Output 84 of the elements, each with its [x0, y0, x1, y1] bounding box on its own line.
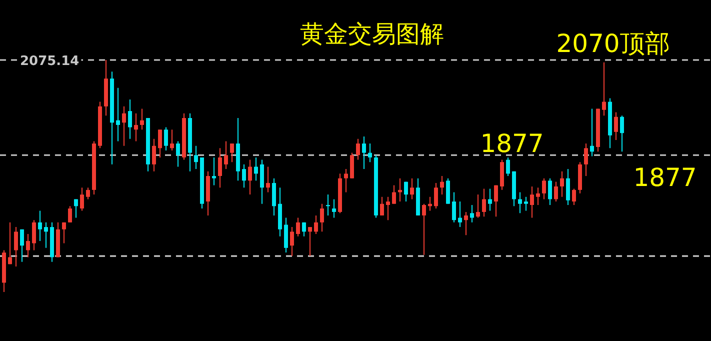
candlestick	[158, 129, 162, 158]
candlestick	[314, 214, 318, 234]
candlestick	[86, 187, 90, 200]
candlestick	[26, 234, 30, 258]
candlestick	[410, 178, 414, 200]
candlestick	[536, 187, 540, 206]
candlestick	[506, 156, 510, 176]
candlestick	[176, 140, 180, 168]
candlestick	[152, 138, 156, 172]
candlestick	[284, 217, 288, 254]
candlestick	[572, 188, 576, 206]
candlestick	[620, 115, 624, 152]
candlestick	[590, 108, 594, 157]
candlestick	[356, 138, 360, 160]
candlestick	[32, 220, 36, 251]
candlestick	[560, 170, 564, 198]
candlestick	[128, 98, 132, 140]
candlestick	[254, 156, 258, 182]
candlestick	[518, 192, 522, 214]
text: 1877	[633, 163, 697, 192]
candlestick	[14, 226, 18, 267]
candlestick	[470, 204, 474, 223]
candlestick	[350, 152, 354, 179]
text: 2070顶部	[556, 29, 670, 58]
candlestick	[452, 192, 456, 223]
candlestick	[8, 222, 12, 265]
candlestick	[266, 166, 270, 193]
candlestick	[134, 112, 138, 142]
candlestick	[62, 222, 66, 244]
candlestick	[74, 198, 78, 218]
candlestick	[248, 159, 252, 196]
candlestick	[554, 181, 558, 202]
candlestick	[194, 145, 198, 170]
candlestick	[302, 222, 306, 237]
candlestick	[122, 106, 126, 146]
candlestick	[320, 203, 324, 232]
candlestick	[446, 178, 450, 204]
candlestick	[68, 206, 72, 223]
candlestick	[260, 159, 264, 204]
candlestick	[404, 181, 408, 202]
candlestick	[332, 198, 336, 218]
candlestick	[242, 164, 246, 188]
candlestick	[80, 187, 84, 212]
candlestick	[224, 140, 228, 170]
candlestick	[272, 178, 276, 216]
candlestick	[212, 156, 216, 186]
candlestick	[482, 188, 486, 218]
candlestick	[494, 184, 498, 218]
candlestick	[440, 176, 444, 196]
candlestick	[476, 194, 480, 218]
candlestick	[218, 148, 222, 188]
candlestick	[164, 126, 168, 151]
candlestick	[368, 143, 372, 163]
candlestick	[614, 112, 618, 141]
candlestick	[530, 186, 534, 218]
candlestick	[566, 168, 570, 206]
candlestick	[386, 196, 390, 221]
candlestick	[542, 178, 546, 200]
candlestick	[140, 108, 144, 130]
candlestick	[170, 129, 174, 151]
candlestick	[488, 188, 492, 212]
candlestick	[344, 168, 348, 193]
candlestick	[458, 201, 462, 228]
candlestick	[584, 143, 588, 176]
candlestick	[548, 178, 552, 206]
candlestick	[380, 196, 384, 216]
candlestick	[362, 136, 366, 170]
candlestick	[44, 222, 48, 248]
candlestick	[434, 182, 438, 209]
candlestick	[422, 203, 426, 256]
candlestick	[464, 211, 468, 236]
chart-title: 黄金交易图解	[300, 20, 444, 48]
candlestick	[296, 217, 300, 237]
candlestick	[290, 226, 294, 257]
candlestick	[602, 62, 606, 116]
candlestick	[230, 143, 234, 163]
candlestick	[38, 210, 42, 242]
annotation: 1877	[480, 129, 544, 158]
candlestick	[524, 196, 528, 212]
candlestick	[116, 87, 120, 142]
candlestick	[20, 228, 24, 262]
annotation: 2075.14	[20, 54, 80, 69]
candlestick	[308, 226, 312, 257]
candlestick	[392, 184, 396, 204]
